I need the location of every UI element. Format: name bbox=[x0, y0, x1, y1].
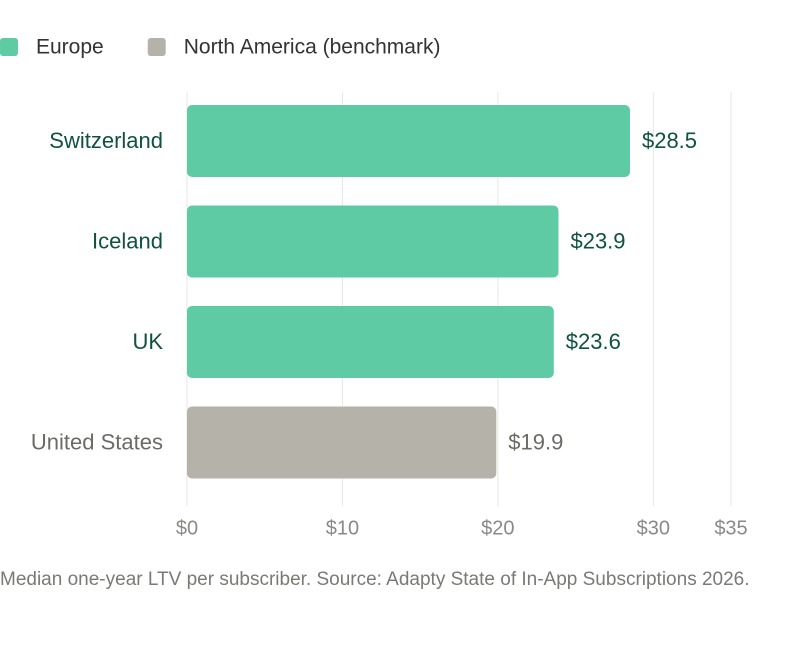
x-tick-label: $30 bbox=[637, 517, 670, 539]
value-label: $23.6 bbox=[566, 329, 621, 354]
y-tick-label: United States bbox=[31, 429, 163, 454]
legend-swatch bbox=[147, 38, 166, 56]
chart: Europe North America (benchmark) $0 $10 $20 $… bbox=[0, 36, 748, 539]
x-tick-label: $10 bbox=[326, 517, 359, 539]
legend-label: Europe bbox=[36, 36, 104, 59]
legend-swatch bbox=[0, 38, 18, 56]
x-tick-label: $35 bbox=[714, 517, 747, 539]
legend-label: North America (benchmark) bbox=[184, 36, 441, 59]
bar bbox=[187, 406, 497, 479]
y-tick-label: UK bbox=[132, 329, 163, 354]
value-label: $28.5 bbox=[642, 128, 697, 153]
x-tick-label: $0 bbox=[176, 517, 198, 539]
bar bbox=[187, 105, 630, 177]
y-tick-label: Switzerland bbox=[49, 128, 163, 153]
x-tick-label: $20 bbox=[481, 517, 514, 539]
bar bbox=[187, 306, 554, 378]
y-tick-label: Iceland bbox=[92, 228, 163, 253]
bar bbox=[187, 205, 559, 278]
value-label: $23.9 bbox=[570, 228, 625, 253]
chart-note: Median one-year LTV per subscriber. Sour… bbox=[0, 569, 750, 590]
value-label: $19.9 bbox=[508, 429, 563, 454]
